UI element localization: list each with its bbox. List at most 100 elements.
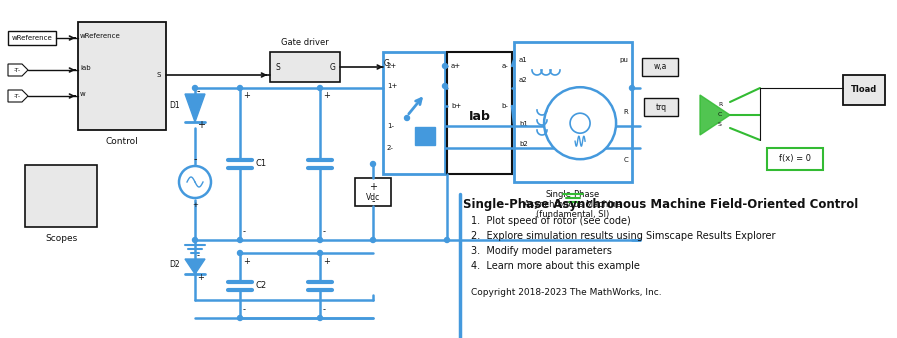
Text: S: S [157, 72, 161, 78]
Text: Single-Phase Asynchronous Machine Field-Oriented Control: Single-Phase Asynchronous Machine Field-… [463, 198, 858, 211]
Text: b1: b1 [519, 121, 527, 127]
Circle shape [442, 64, 448, 69]
Text: -: - [323, 306, 326, 314]
Text: -: - [243, 306, 246, 314]
Polygon shape [8, 64, 28, 76]
Text: D1: D1 [170, 101, 180, 111]
Bar [644, 98, 678, 116]
Text: Iab: Iab [468, 111, 491, 123]
Text: G: G [329, 63, 335, 72]
Text: 1.  Plot speed of rotor (see code): 1. Plot speed of rotor (see code) [471, 216, 631, 226]
Text: +: + [369, 182, 377, 192]
Circle shape [544, 87, 616, 159]
Text: 1-: 1- [387, 123, 394, 129]
Text: -: - [197, 86, 201, 96]
Text: a1: a1 [519, 57, 527, 63]
Polygon shape [185, 259, 205, 274]
Circle shape [193, 86, 197, 91]
Text: -: - [371, 196, 375, 206]
Polygon shape [185, 94, 205, 122]
Text: iab: iab [80, 65, 91, 71]
Circle shape [193, 238, 197, 242]
Text: G: G [384, 59, 390, 69]
Text: -: - [193, 154, 196, 164]
Text: R: R [623, 109, 628, 115]
Bar [355, 178, 391, 206]
Text: S: S [275, 63, 280, 72]
Circle shape [238, 250, 242, 256]
Bar [78, 22, 166, 130]
Circle shape [370, 162, 376, 167]
Circle shape [318, 238, 323, 242]
Circle shape [445, 238, 449, 242]
Bar [514, 42, 632, 182]
Text: Tload: Tload [851, 86, 877, 95]
Circle shape [405, 116, 410, 121]
Text: (fundamental, SI): (fundamental, SI) [536, 210, 610, 219]
Bar [642, 58, 678, 76]
Text: Single-Phase: Single-Phase [546, 190, 600, 199]
Circle shape [318, 250, 323, 256]
Text: Scopes: Scopes [45, 234, 77, 243]
Text: -T-: -T- [13, 68, 21, 72]
Circle shape [238, 238, 242, 242]
Text: pu: pu [619, 57, 628, 63]
Text: -T-: -T- [13, 94, 21, 98]
Circle shape [238, 86, 242, 91]
Text: -: - [323, 227, 326, 237]
Text: b+: b+ [451, 103, 461, 109]
Text: D2: D2 [170, 260, 180, 269]
Circle shape [630, 86, 634, 91]
Text: C1: C1 [255, 160, 266, 169]
Polygon shape [8, 90, 28, 102]
Text: Control: Control [106, 137, 138, 146]
Polygon shape [700, 95, 730, 135]
Text: Copyright 2018-2023 The MathWorks, Inc.: Copyright 2018-2023 The MathWorks, Inc. [471, 288, 662, 297]
Text: Vdc: Vdc [366, 193, 380, 201]
Text: b2: b2 [519, 141, 527, 147]
Circle shape [370, 238, 376, 242]
Bar [8, 31, 56, 45]
Text: +: + [323, 92, 330, 100]
Text: wReference: wReference [12, 35, 52, 41]
Bar [843, 75, 885, 105]
Text: +: + [192, 202, 198, 208]
Bar [447, 52, 512, 174]
Text: R: R [718, 102, 722, 107]
Text: w,a: w,a [653, 63, 666, 72]
Text: +: + [243, 257, 250, 266]
Text: -: - [243, 227, 246, 237]
Text: Asynchronous Machine: Asynchronous Machine [525, 200, 622, 209]
Text: +: + [323, 257, 330, 266]
Text: 1+: 1+ [387, 83, 397, 89]
Text: -: - [197, 251, 200, 261]
Text: C: C [718, 113, 722, 118]
Text: C: C [623, 157, 628, 163]
Circle shape [318, 315, 323, 320]
Circle shape [318, 86, 323, 91]
Circle shape [238, 315, 242, 320]
Text: w: w [80, 91, 86, 97]
Text: 2-: 2- [387, 145, 394, 151]
Text: b-: b- [501, 103, 508, 109]
Text: Gate driver: Gate driver [281, 38, 329, 47]
Text: a-: a- [501, 63, 508, 69]
Text: +: + [243, 92, 250, 100]
Bar [25, 165, 97, 227]
Text: f(x) = 0: f(x) = 0 [779, 154, 811, 164]
Text: +: + [197, 272, 204, 282]
Text: a2: a2 [519, 77, 527, 83]
Text: 2.  Explore simulation results using Simscape Results Explorer: 2. Explore simulation results using Sims… [471, 231, 776, 241]
Text: +: + [197, 120, 205, 130]
Text: 3.  Modify model parameters: 3. Modify model parameters [471, 246, 612, 256]
Bar [415, 127, 435, 145]
Bar [767, 148, 823, 170]
Bar [270, 52, 340, 82]
Text: C2: C2 [255, 281, 266, 290]
Circle shape [570, 113, 590, 133]
Circle shape [179, 166, 211, 198]
Text: trq: trq [656, 102, 666, 112]
Bar [383, 52, 445, 174]
Text: 4.  Learn more about this example: 4. Learn more about this example [471, 261, 640, 271]
Text: wReference: wReference [80, 33, 121, 39]
